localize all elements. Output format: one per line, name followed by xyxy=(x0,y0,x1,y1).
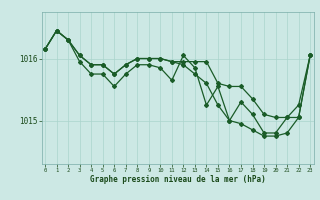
X-axis label: Graphe pression niveau de la mer (hPa): Graphe pression niveau de la mer (hPa) xyxy=(90,175,266,184)
